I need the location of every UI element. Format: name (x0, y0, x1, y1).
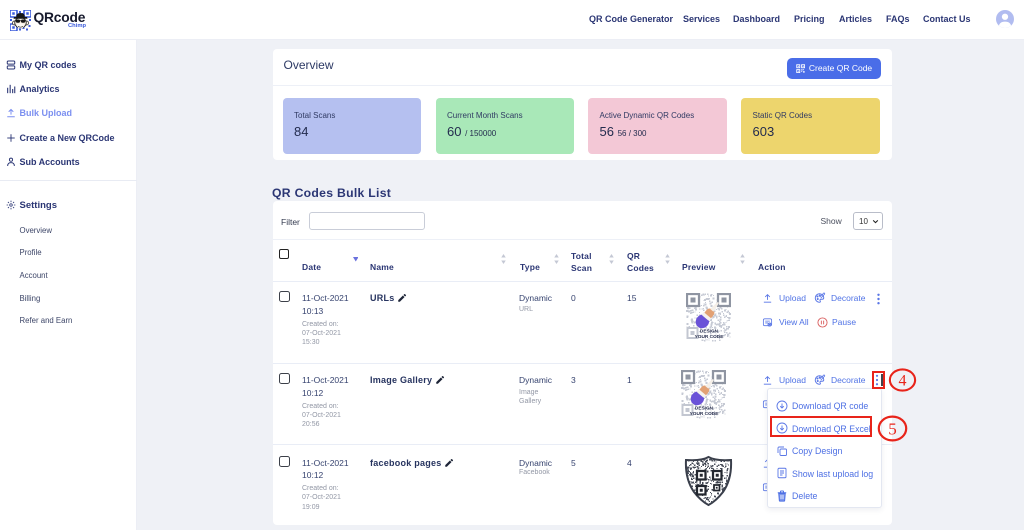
svg-text:DESIGN: DESIGN (695, 405, 714, 411)
svg-text:5: 5 (888, 420, 897, 439)
svg-text:YOUR CODE: YOUR CODE (695, 334, 724, 340)
svg-text:YOUR CODE: YOUR CODE (690, 411, 719, 417)
svg-text:4: 4 (899, 373, 907, 390)
svg-text:DESIGN: DESIGN (700, 329, 719, 335)
